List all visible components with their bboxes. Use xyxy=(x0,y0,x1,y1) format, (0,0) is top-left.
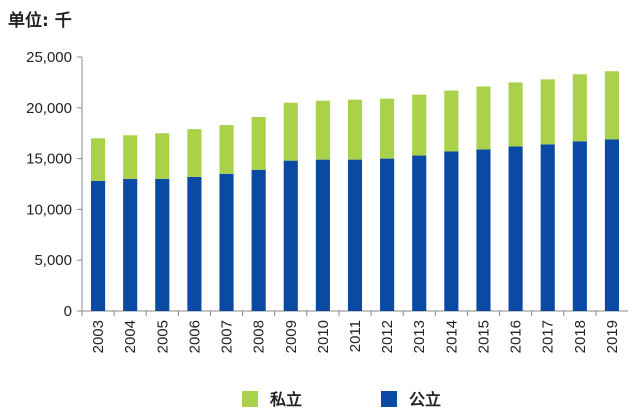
bar-private-2013 xyxy=(412,94,427,156)
bar-public-2017 xyxy=(540,144,555,311)
x-tick-label: 2005 xyxy=(154,320,171,353)
legend-swatch-public xyxy=(381,391,397,407)
bar-private-2018 xyxy=(572,74,587,142)
y-tick-labels: 0 5,000 10,000 15,000 20,000 25,000 xyxy=(26,49,82,320)
bar-public-2011 xyxy=(347,159,363,311)
bar-public-2018 xyxy=(572,141,587,311)
legend-label-private: 私立 xyxy=(270,390,302,409)
legend-swatch-private xyxy=(242,391,258,407)
bar-private-2005 xyxy=(155,133,170,179)
bar-public-2006 xyxy=(187,176,202,311)
bar-public-2016 xyxy=(508,146,523,311)
bar-private-2006 xyxy=(187,129,202,177)
x-tick-label: 2003 xyxy=(90,320,107,353)
bar-private-2010 xyxy=(315,100,330,160)
x-tick-label: 2007 xyxy=(219,320,236,353)
bar-public-2009 xyxy=(283,160,298,311)
x-tick-label: 2018 xyxy=(572,320,589,353)
x-tick-label: 2010 xyxy=(315,320,332,353)
legend: 私立 公立 xyxy=(242,390,441,409)
bar-private-2017 xyxy=(540,79,555,145)
x-tick-label: 2013 xyxy=(411,320,428,353)
bar-private-2015 xyxy=(476,86,491,150)
x-tick-label: 2006 xyxy=(186,320,203,353)
y-tick-label: 10,000 xyxy=(26,201,72,218)
bars xyxy=(90,71,620,311)
x-tick-label: 2014 xyxy=(443,320,460,353)
bar-private-2016 xyxy=(508,82,523,147)
x-tick-label: 2011 xyxy=(347,320,364,352)
x-tick-label: 2012 xyxy=(379,320,396,353)
y-tick-label: 15,000 xyxy=(26,151,72,168)
y-tick-label: 20,000 xyxy=(26,100,72,117)
bar-public-2007 xyxy=(219,173,234,311)
bar-public-2014 xyxy=(444,151,459,311)
bar-private-2004 xyxy=(123,135,138,179)
bar-private-2014 xyxy=(444,90,459,152)
bar-private-2003 xyxy=(90,138,106,181)
x-tick-label: 2017 xyxy=(540,320,557,353)
x-tick-labels: 2003 2004 2005 2006 2007 2008 2009 2010 2011 2012… xyxy=(81,311,621,353)
bar-private-2008 xyxy=(251,116,266,170)
unit-label: 单位: 千 xyxy=(8,11,72,31)
bar-public-2003 xyxy=(90,180,106,311)
bar-private-2007 xyxy=(219,125,234,174)
y-tick-label: 5,000 xyxy=(34,252,72,269)
bar-private-2019 xyxy=(604,71,620,140)
y-tick-label: 0 xyxy=(64,303,72,320)
y-tick-label: 25,000 xyxy=(26,49,72,66)
x-tick-label: 2015 xyxy=(475,320,492,353)
x-tick-label: 2016 xyxy=(508,320,525,353)
bar-private-2011 xyxy=(347,99,363,160)
bar-public-2012 xyxy=(380,158,395,311)
bar-public-2004 xyxy=(123,178,138,311)
bar-public-2019 xyxy=(604,139,620,311)
bar-public-2008 xyxy=(251,169,266,311)
x-tick-label: 2004 xyxy=(122,320,139,353)
legend-label-public: 公立 xyxy=(409,390,441,409)
bar-public-2010 xyxy=(315,159,330,311)
bar-public-2013 xyxy=(412,155,427,311)
x-tick-label: 2009 xyxy=(283,320,300,353)
x-tick-label: 2019 xyxy=(604,320,621,353)
bar-public-2015 xyxy=(476,149,491,311)
bar-private-2009 xyxy=(283,102,298,161)
bar-private-2012 xyxy=(380,98,395,159)
bar-public-2005 xyxy=(155,178,170,311)
x-tick-label: 2008 xyxy=(251,320,268,353)
